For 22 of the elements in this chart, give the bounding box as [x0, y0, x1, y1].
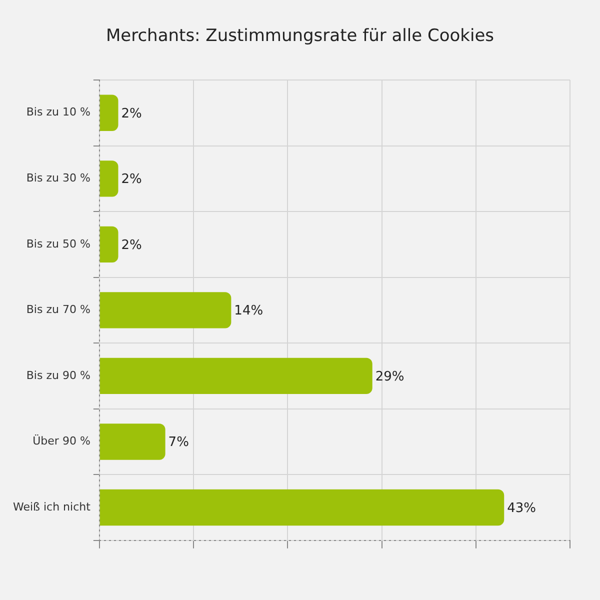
data-label: 2%	[121, 106, 142, 122]
y-tick-label: Bis zu 90 %	[26, 368, 90, 382]
y-tick-label: Bis zu 30 %	[26, 172, 90, 185]
bar	[100, 292, 232, 328]
data-label: 2%	[121, 238, 142, 253]
y-tick-label: Bis zu 70 %	[26, 303, 90, 316]
bar	[100, 424, 166, 460]
data-label: 7%	[168, 435, 189, 450]
data-label: 43%	[507, 500, 536, 516]
data-label: 14%	[234, 304, 264, 319]
data-label: 2%	[121, 172, 142, 188]
bar	[100, 94, 118, 131]
y-tick-label: Bis zu 10 %	[26, 106, 90, 119]
chart-title: Merchants: Zustimmungsrate für alle Cookies	[104, 26, 496, 46]
bar	[100, 160, 118, 197]
bar	[100, 358, 372, 394]
data-label: 29%	[375, 369, 404, 384]
bar	[100, 489, 504, 526]
bar	[100, 226, 118, 263]
y-tick-label: Über 90 %	[32, 434, 90, 448]
y-tick-label: Bis zu 50 %	[26, 237, 90, 250]
y-tick-label: Weiß ich nicht	[12, 500, 92, 514]
